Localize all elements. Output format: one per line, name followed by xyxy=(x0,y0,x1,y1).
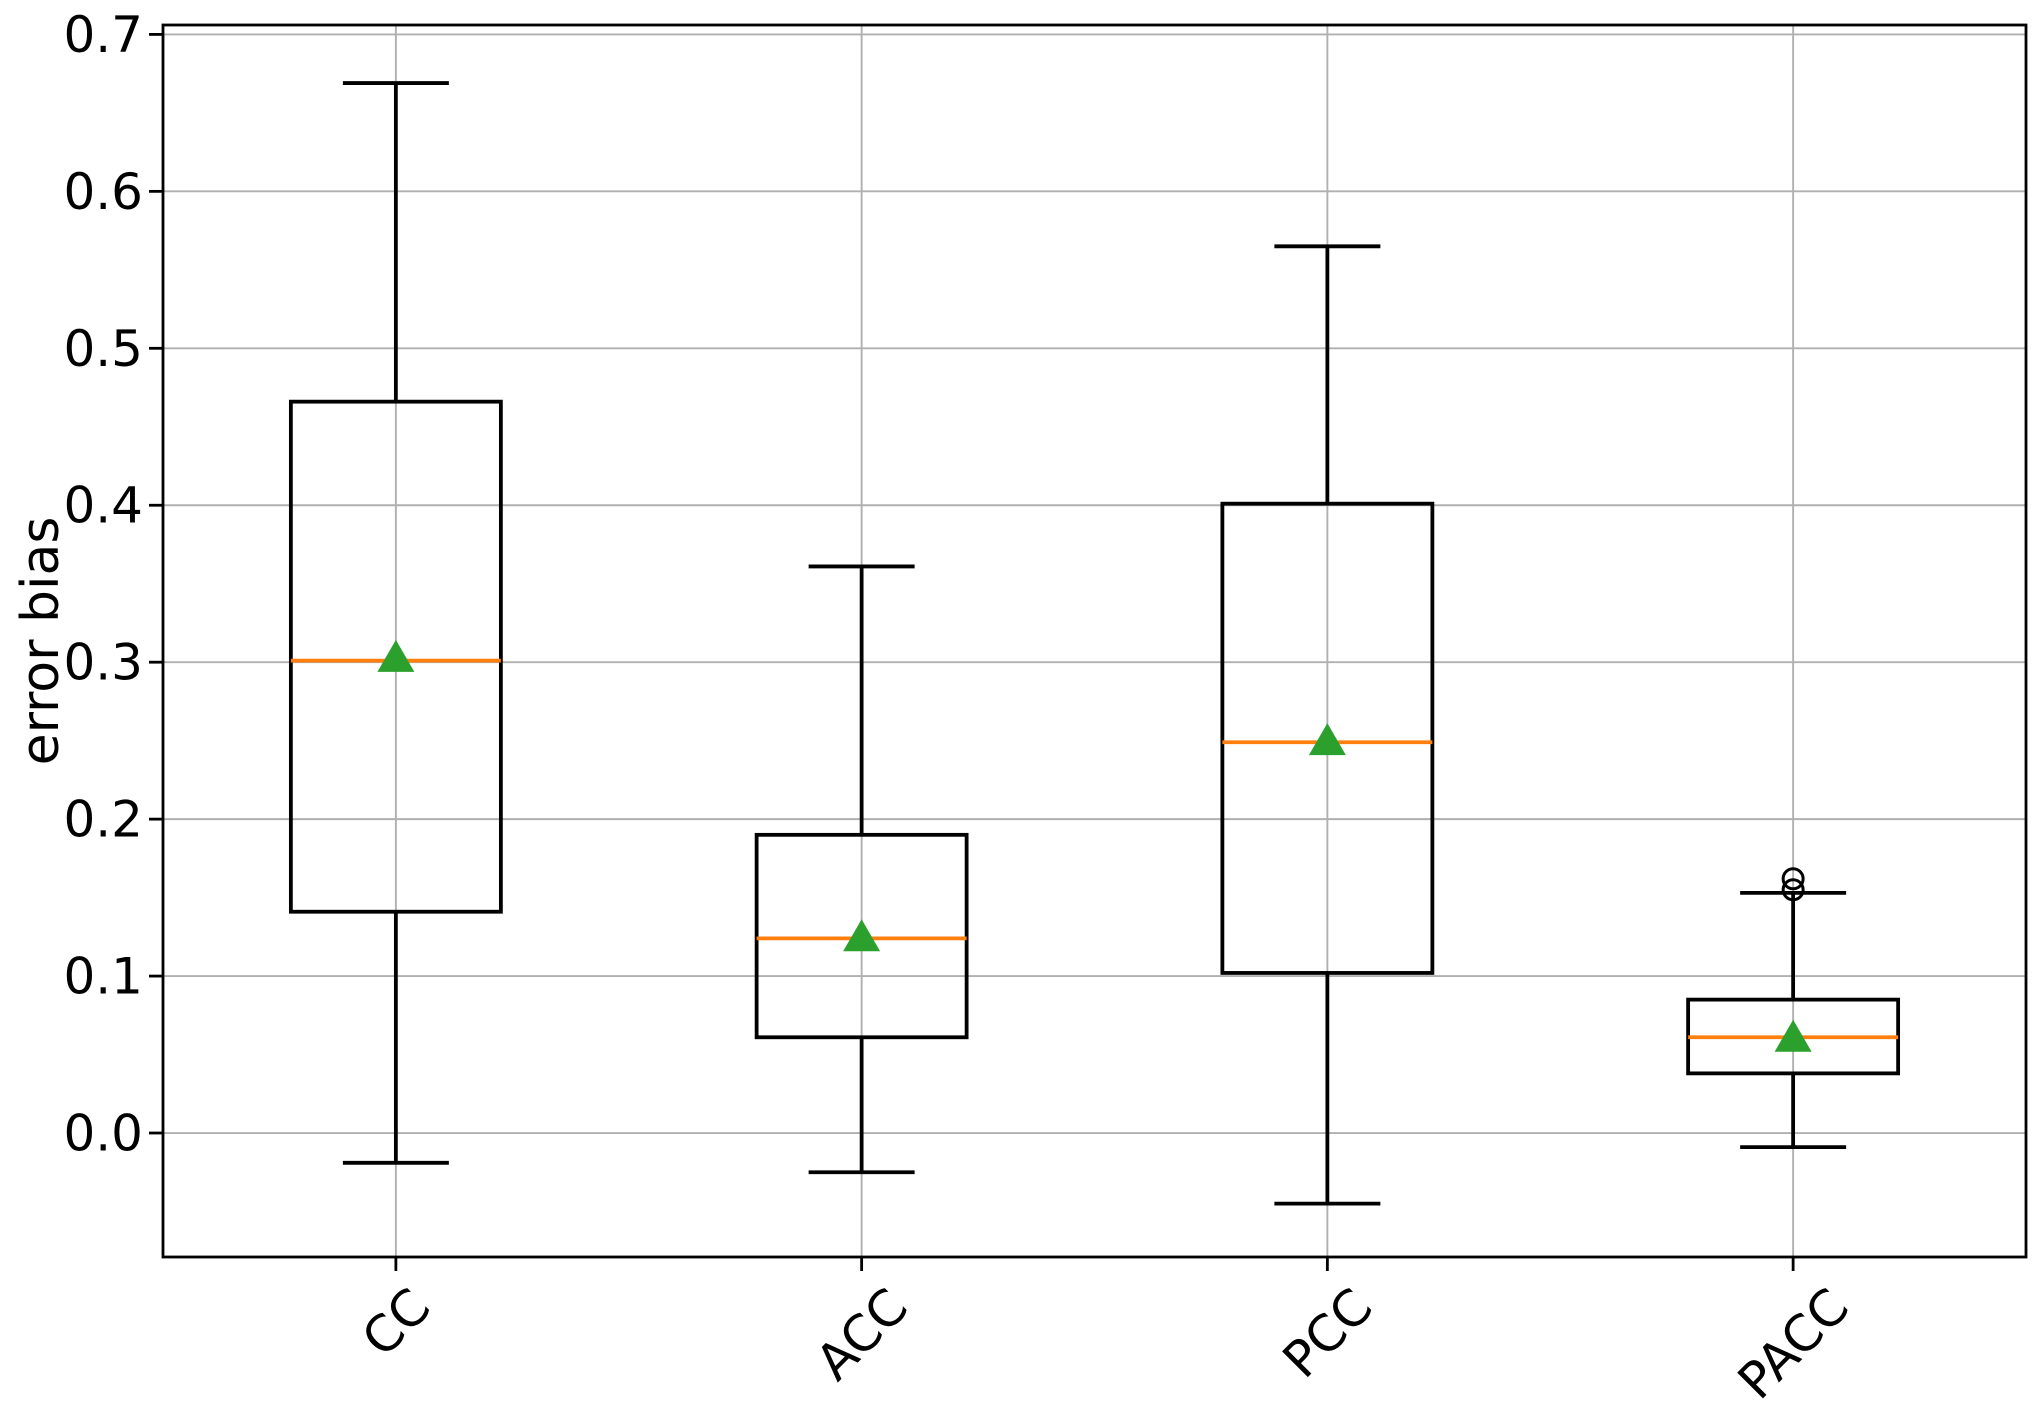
mean-marker xyxy=(843,919,881,952)
y-tick-label: 0.6 xyxy=(63,163,143,221)
y-tick-label: 0.7 xyxy=(63,6,143,64)
box-plot-PACC xyxy=(1686,867,1901,1150)
outlier-point xyxy=(1781,867,1805,891)
y-tick-label: 0.3 xyxy=(63,634,143,692)
x-tick-label: ACC xyxy=(805,1277,919,1391)
y-tick-label: 0.5 xyxy=(63,320,143,378)
x-tick-label: CC xyxy=(351,1277,441,1367)
x-tick-label: PACC xyxy=(1727,1277,1860,1410)
y-axis-label: error bias xyxy=(11,517,71,766)
y-tick-label: 0.0 xyxy=(63,1105,143,1163)
iqr-box xyxy=(288,399,503,914)
boxes xyxy=(288,81,1901,1206)
iqr-box xyxy=(754,832,969,1040)
axis-spines xyxy=(161,23,2028,1259)
mean-marker xyxy=(377,639,415,672)
axes xyxy=(149,23,2028,1271)
iqr-box xyxy=(1220,501,1435,975)
mean-marker xyxy=(1774,1019,1812,1052)
tick-labels: 0.0 0.1 0.2 0.3 0.4 0.5 0.6 0.7 CC ACC PCC PACC xyxy=(63,6,1860,1410)
box-plot-ACC xyxy=(754,564,969,1175)
outlier-point xyxy=(1781,878,1805,902)
x-tick-label: PCC xyxy=(1272,1277,1384,1389)
y-tick-label: 0.4 xyxy=(63,477,143,535)
y-tick-label: 0.2 xyxy=(63,791,143,849)
box-plot-CC xyxy=(288,81,503,1165)
mean-marker xyxy=(1308,723,1346,756)
box-plot-PCC xyxy=(1220,244,1435,1206)
y-tick-label: 0.1 xyxy=(63,948,143,1006)
